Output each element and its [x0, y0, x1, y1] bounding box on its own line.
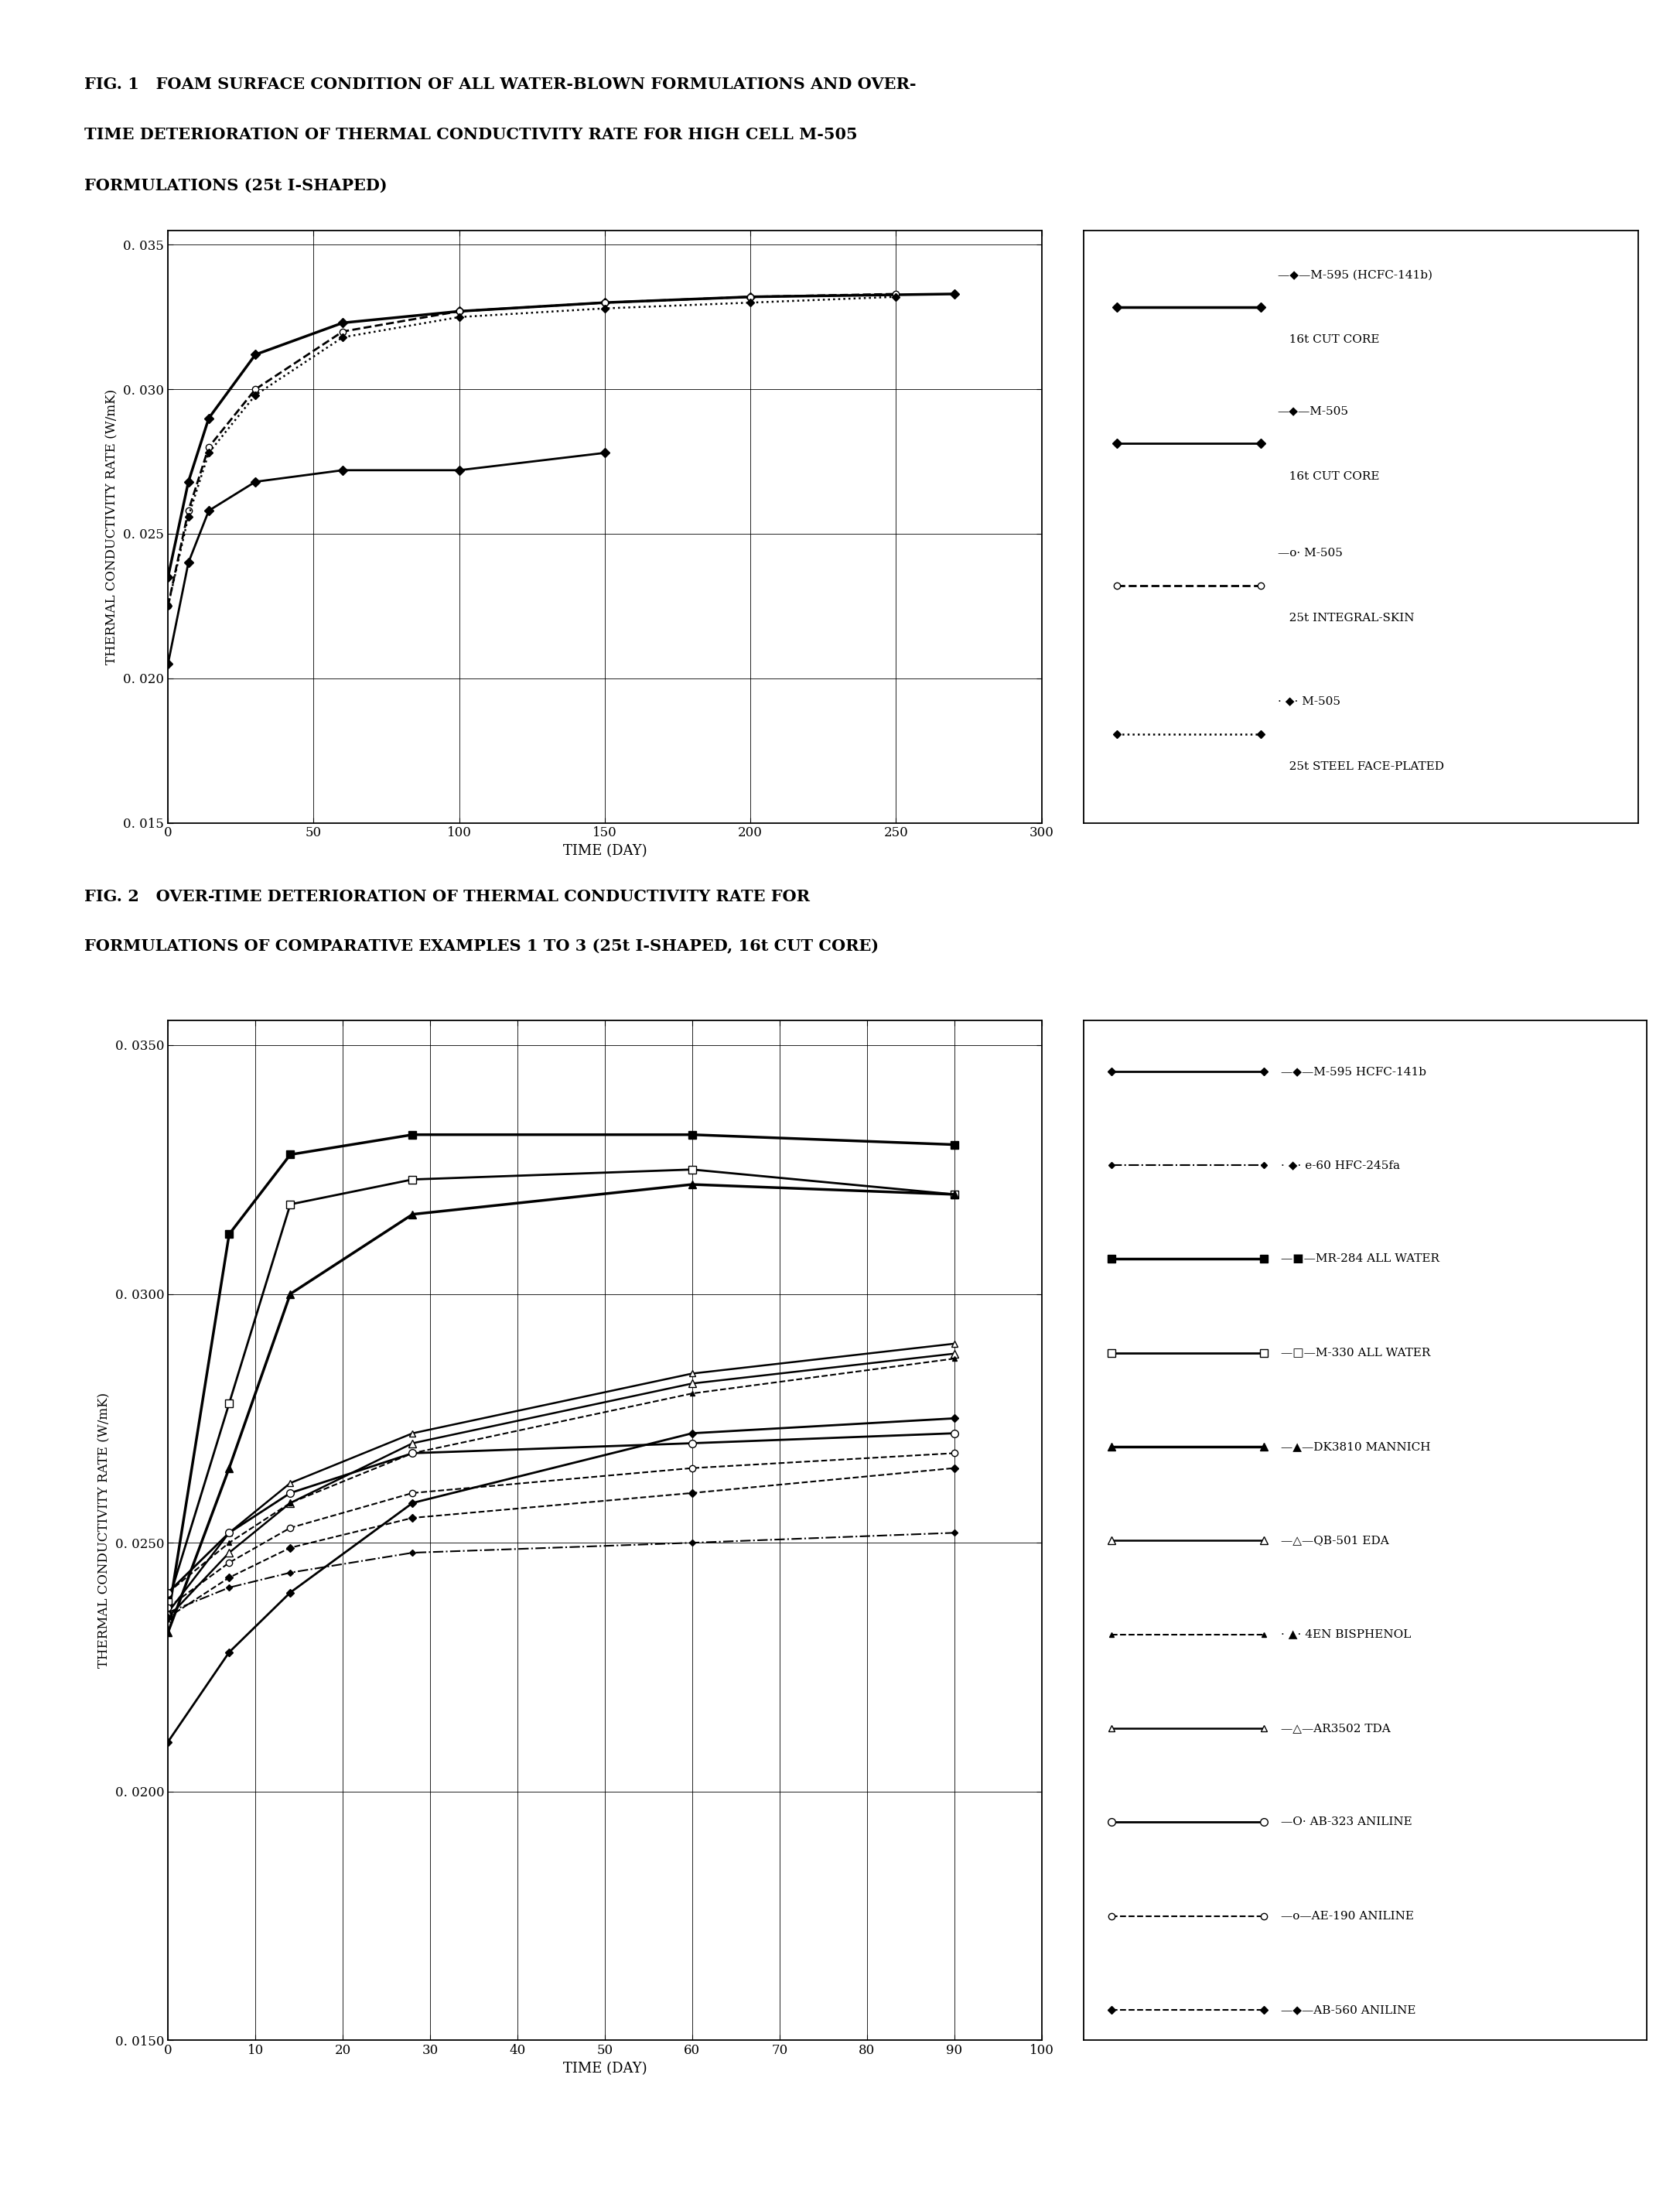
Text: —o—AE-190 ANILINE: —o—AE-190 ANILINE — [1280, 1911, 1413, 1922]
Text: —△—QB-501 EDA: —△—QB-501 EDA — [1280, 1536, 1389, 1547]
Text: —◆—M-505: —◆—M-505 — [1278, 406, 1349, 417]
Text: —o· M-505: —o· M-505 — [1278, 548, 1342, 559]
Text: 25t STEEL FACE-PLATED: 25t STEEL FACE-PLATED — [1278, 761, 1443, 772]
X-axis label: TIME (DAY): TIME (DAY) — [563, 845, 647, 858]
Text: —◆—M-595 (HCFC-141b): —◆—M-595 (HCFC-141b) — [1278, 270, 1433, 281]
Text: —■—MR-284 ALL WATER: —■—MR-284 ALL WATER — [1280, 1253, 1440, 1264]
Text: —△—AR3502 TDA: —△—AR3502 TDA — [1280, 1722, 1391, 1733]
Text: FORMULATIONS OF COMPARATIVE EXAMPLES 1 TO 3 (25t I-SHAPED, 16t CUT CORE): FORMULATIONS OF COMPARATIVE EXAMPLES 1 T… — [84, 939, 879, 954]
Text: —▲—DK3810 MANNICH: —▲—DK3810 MANNICH — [1280, 1441, 1430, 1452]
Text: · ◆· M-505: · ◆· M-505 — [1278, 695, 1341, 706]
Text: FORMULATIONS (25t I-SHAPED): FORMULATIONS (25t I-SHAPED) — [84, 178, 386, 193]
Text: 16t CUT CORE: 16t CUT CORE — [1278, 333, 1379, 344]
Text: FIG. 2   OVER-TIME DETERIORATION OF THERMAL CONDUCTIVITY RATE FOR: FIG. 2 OVER-TIME DETERIORATION OF THERMA… — [84, 889, 810, 904]
Text: FIG. 1   FOAM SURFACE CONDITION OF ALL WATER-BLOWN FORMULATIONS AND OVER-: FIG. 1 FOAM SURFACE CONDITION OF ALL WAT… — [84, 77, 916, 92]
Text: —◆—AB-560 ANILINE: —◆—AB-560 ANILINE — [1280, 2005, 1416, 2016]
Text: 16t CUT CORE: 16t CUT CORE — [1278, 472, 1379, 483]
Text: 25t INTEGRAL-SKIN: 25t INTEGRAL-SKIN — [1278, 612, 1415, 623]
X-axis label: TIME (DAY): TIME (DAY) — [563, 2062, 647, 2076]
Text: TIME DETERIORATION OF THERMAL CONDUCTIVITY RATE FOR HIGH CELL M-505: TIME DETERIORATION OF THERMAL CONDUCTIVI… — [84, 127, 857, 143]
Y-axis label: THERMAL CONDUCTIVITY RATE (W/mK): THERMAL CONDUCTIVITY RATE (W/mK) — [106, 388, 119, 665]
Text: · ◆· e-60 HFC-245fa: · ◆· e-60 HFC-245fa — [1280, 1161, 1399, 1169]
Y-axis label: THERMAL CONDUCTIVITY RATE (W/mK): THERMAL CONDUCTIVITY RATE (W/mK) — [97, 1393, 111, 1667]
Text: —□—M-330 ALL WATER: —□—M-330 ALL WATER — [1280, 1347, 1430, 1358]
Text: —◆—M-595 HCFC-141b: —◆—M-595 HCFC-141b — [1280, 1066, 1426, 1077]
Text: —O· AB-323 ANILINE: —O· AB-323 ANILINE — [1280, 1817, 1411, 1828]
Text: · ▲· 4EN BISPHENOL: · ▲· 4EN BISPHENOL — [1280, 1628, 1411, 1639]
